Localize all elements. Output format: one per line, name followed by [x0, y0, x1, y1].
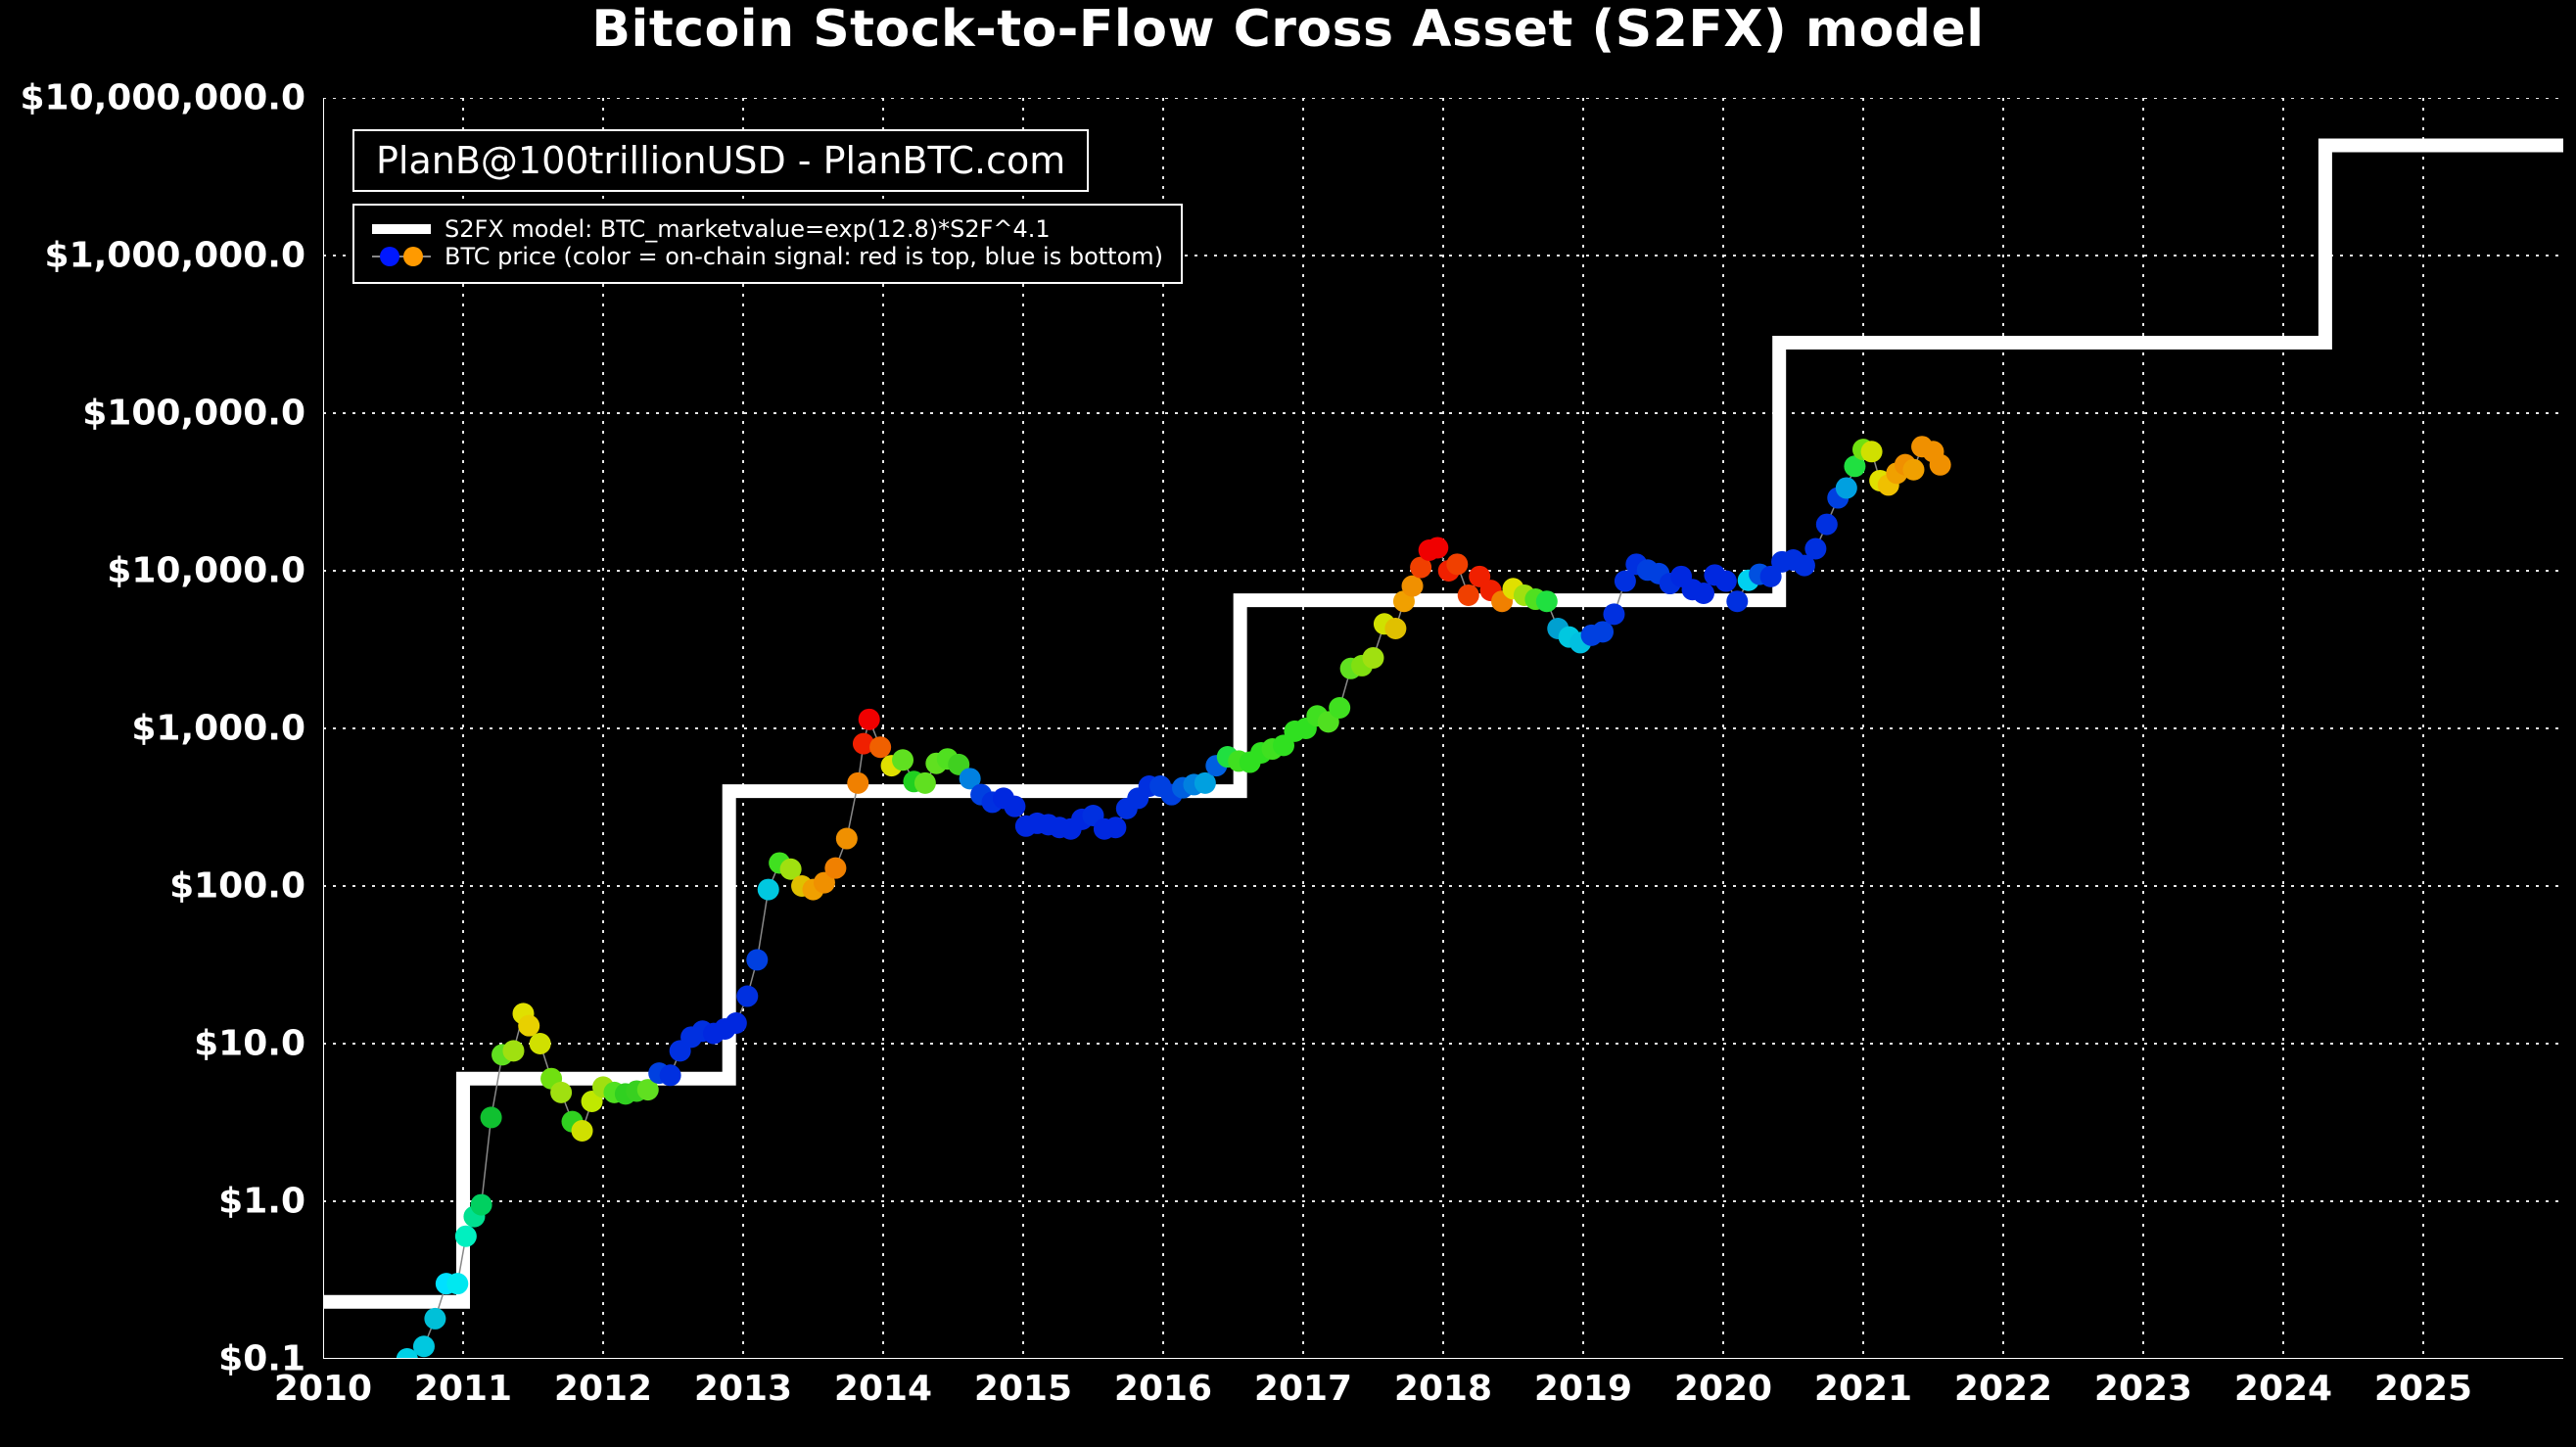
- ytick-label: $10,000,000.0: [0, 78, 305, 118]
- xtick-label: 2024: [2234, 1369, 2332, 1409]
- legend-box: S2FX model: BTC_marketvalue=exp(12.8)*S2…: [352, 204, 1183, 284]
- attribution-box: PlanB@100trillionUSD - PlanBTC.com: [352, 129, 1089, 192]
- xtick-label: 2010: [274, 1369, 372, 1409]
- xtick-label: 2018: [1394, 1369, 1492, 1409]
- xtick-label: 2022: [1954, 1369, 2052, 1409]
- plot-svg: [323, 98, 2563, 1359]
- xtick-label: 2019: [1534, 1369, 1632, 1409]
- ytick-label: $0.1: [0, 1339, 305, 1379]
- legend-line-swatch: [372, 224, 431, 234]
- legend-row-model: S2FX model: BTC_marketvalue=exp(12.8)*S2…: [372, 215, 1163, 243]
- xtick-label: 2014: [834, 1369, 932, 1409]
- xtick-label: 2012: [554, 1369, 652, 1409]
- xtick-label: 2013: [694, 1369, 792, 1409]
- ytick-label: $1,000.0: [0, 709, 305, 749]
- ytick-label: $10.0: [0, 1024, 305, 1064]
- ytick-label: $100.0: [0, 866, 305, 907]
- legend-dots-swatch: [372, 246, 431, 267]
- legend-dot-1: [380, 247, 399, 266]
- xtick-label: 2017: [1254, 1369, 1352, 1409]
- xtick-label: 2011: [414, 1369, 512, 1409]
- ytick-label: $1,000,000.0: [0, 236, 305, 276]
- legend-row-price: BTC price (color = on-chain signal: red …: [372, 243, 1163, 270]
- xtick-label: 2016: [1114, 1369, 1212, 1409]
- ytick-label: $10,000.0: [0, 551, 305, 591]
- xtick-label: 2015: [974, 1369, 1072, 1409]
- legend-line-label: S2FX model: BTC_marketvalue=exp(12.8)*S2…: [445, 215, 1051, 243]
- plot-area: PlanB@100trillionUSD - PlanBTC.com S2FX …: [323, 98, 2563, 1359]
- ytick-label: $100,000.0: [0, 394, 305, 434]
- xtick-label: 2020: [1674, 1369, 1772, 1409]
- xtick-label: 2023: [2094, 1369, 2192, 1409]
- chart-root: Bitcoin Stock-to-Flow Cross Asset (S2FX)…: [0, 0, 2576, 1447]
- chart-title: Bitcoin Stock-to-Flow Cross Asset (S2FX)…: [0, 0, 2576, 59]
- legend-dot-2: [403, 247, 423, 266]
- xtick-label: 2021: [1814, 1369, 1912, 1409]
- legend-dots-label: BTC price (color = on-chain signal: red …: [445, 243, 1163, 270]
- xtick-label: 2025: [2374, 1369, 2472, 1409]
- ytick-label: $1.0: [0, 1182, 305, 1222]
